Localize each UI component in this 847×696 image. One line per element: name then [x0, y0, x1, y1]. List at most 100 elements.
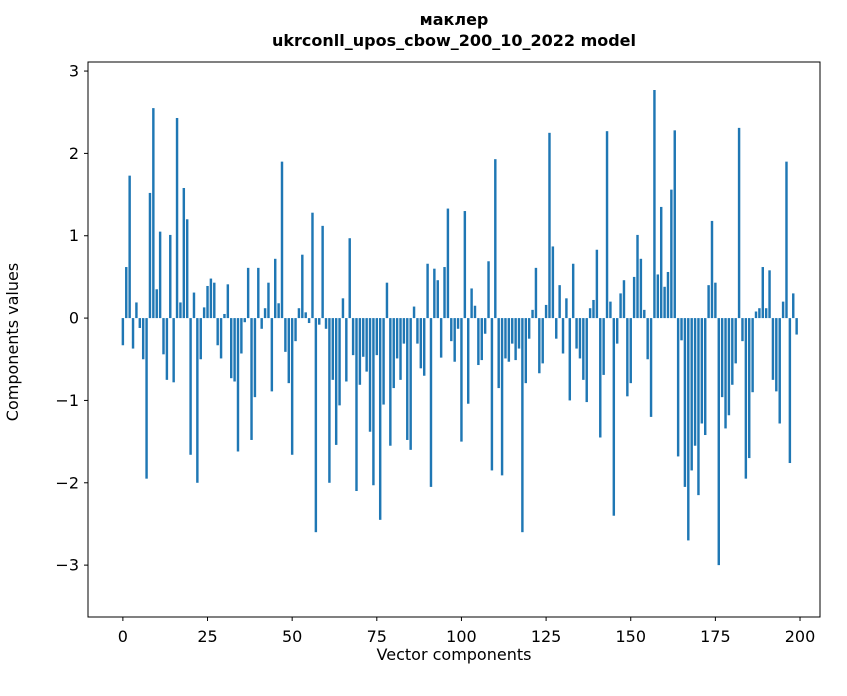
x-tick-label: 100 — [446, 627, 477, 646]
bar — [788, 318, 792, 464]
bar — [209, 278, 213, 319]
bar — [233, 318, 236, 382]
bar — [162, 318, 165, 355]
bar — [169, 234, 172, 319]
bar — [558, 285, 561, 319]
bar — [612, 318, 616, 516]
y-tick-label: 1 — [69, 226, 79, 245]
bar — [389, 318, 392, 446]
bar — [355, 318, 358, 492]
bar — [318, 318, 321, 325]
bar — [544, 304, 548, 319]
bar — [683, 318, 687, 487]
bar — [646, 318, 649, 360]
bar — [615, 318, 619, 344]
y-tick-label: −1 — [55, 391, 79, 410]
bar — [206, 285, 209, 319]
bar — [257, 267, 260, 319]
bar — [307, 318, 311, 324]
bar — [707, 285, 710, 319]
bar — [578, 318, 582, 359]
bar — [500, 318, 504, 476]
bar — [125, 267, 128, 319]
bar — [659, 206, 663, 319]
bar — [280, 161, 284, 319]
bar — [351, 318, 355, 356]
x-tick-label: 125 — [531, 627, 562, 646]
bar — [138, 318, 142, 328]
bar — [568, 318, 572, 401]
bar — [663, 286, 666, 319]
bar — [463, 211, 467, 319]
bar — [290, 318, 294, 455]
bar — [693, 318, 697, 446]
bar — [785, 161, 788, 319]
bar — [538, 318, 541, 374]
bar — [768, 270, 771, 319]
bar — [507, 318, 511, 362]
bar — [240, 318, 243, 354]
bar — [382, 318, 385, 405]
bar — [314, 318, 318, 533]
bar — [632, 276, 636, 319]
bar — [517, 318, 521, 349]
chart-subtitle: ukrconll_upos_cbow_200_10_2022 model — [271, 31, 637, 50]
bar — [656, 274, 660, 319]
bar — [328, 318, 331, 483]
bar — [365, 318, 368, 372]
bar — [267, 282, 270, 319]
bar — [680, 318, 683, 341]
bar — [121, 318, 125, 346]
bar — [155, 289, 158, 319]
axes-spines — [87, 61, 821, 618]
bar — [690, 318, 693, 471]
bar — [609, 301, 612, 319]
bar — [378, 318, 382, 520]
bar — [185, 219, 189, 319]
x-tick-label: 175 — [700, 627, 731, 646]
bar — [392, 318, 395, 389]
bar — [744, 318, 748, 479]
bar — [565, 298, 568, 319]
bar — [419, 318, 423, 369]
bar — [345, 318, 348, 382]
bar — [534, 267, 538, 319]
bar — [626, 318, 629, 397]
bar — [385, 282, 389, 319]
bar — [416, 318, 419, 344]
bar — [294, 318, 297, 342]
bar — [135, 302, 138, 319]
bar — [334, 318, 338, 445]
bar — [737, 127, 741, 319]
bar — [253, 318, 257, 398]
bar — [521, 318, 524, 533]
bar — [460, 318, 463, 442]
bar — [490, 318, 494, 471]
bar — [216, 318, 219, 346]
bar — [426, 263, 429, 319]
bar — [504, 318, 507, 359]
bar — [514, 318, 517, 361]
y-tick-label: 2 — [69, 144, 79, 163]
bar — [717, 318, 720, 566]
bar — [494, 159, 497, 319]
bar — [277, 303, 280, 319]
bar — [372, 318, 375, 486]
bar — [301, 254, 304, 319]
bar — [199, 318, 202, 360]
bar — [450, 318, 453, 342]
bar — [480, 318, 483, 361]
y-tick-label: −3 — [55, 556, 79, 575]
bar — [734, 318, 737, 364]
bar — [179, 302, 182, 319]
bar — [274, 258, 277, 319]
bar — [453, 318, 456, 362]
bar — [246, 267, 250, 319]
bar — [243, 318, 246, 323]
bar — [141, 318, 145, 360]
bar — [152, 108, 155, 319]
bar — [433, 268, 436, 319]
bar — [223, 313, 226, 319]
bar — [622, 280, 626, 319]
bar — [226, 284, 230, 319]
